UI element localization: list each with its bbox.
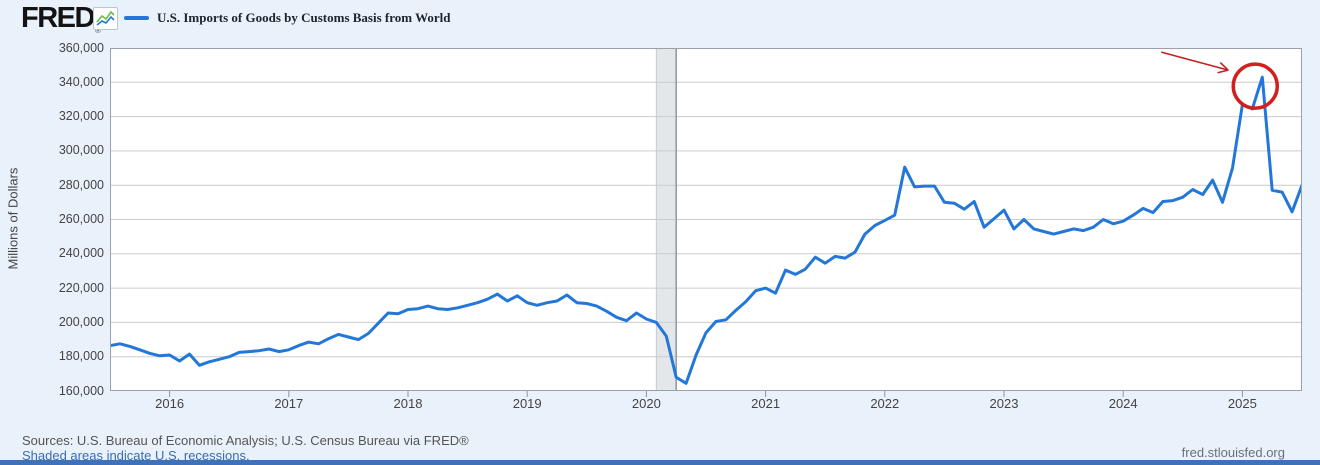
x-tick-label: 2018 bbox=[393, 396, 423, 411]
legend-series-label: U.S. Imports of Goods by Customs Basis f… bbox=[157, 10, 451, 25]
plot-border bbox=[110, 48, 1302, 391]
y-tick-label: 220,000 bbox=[58, 280, 104, 295]
x-tick-label: 2019 bbox=[512, 396, 542, 411]
y-tick-label: 200,000 bbox=[58, 314, 104, 329]
chart-legend[interactable]: U.S. Imports of Goods by Customs Basis f… bbox=[124, 9, 451, 27]
sources-text: Sources: U.S. Bureau of Economic Analysi… bbox=[22, 433, 469, 448]
y-tick-label: 260,000 bbox=[58, 212, 104, 226]
y-tick-label: 320,000 bbox=[58, 109, 104, 124]
x-tick-label: 2025 bbox=[1227, 396, 1257, 411]
x-tick-label: 2016 bbox=[155, 396, 185, 411]
legend-line-swatch bbox=[124, 16, 149, 20]
y-tick-label: 240,000 bbox=[58, 246, 104, 261]
x-tick-label: 2017 bbox=[274, 396, 304, 411]
fred-logo[interactable]: FRED® bbox=[21, 2, 101, 35]
x-tick-label: 2020 bbox=[631, 396, 661, 411]
data-line[interactable] bbox=[108, 75, 1304, 385]
registered-mark: ® bbox=[95, 26, 101, 35]
line-chart[interactable] bbox=[108, 48, 1304, 400]
y-tick-label: 360,000 bbox=[58, 40, 104, 55]
header: FRED® U.S. Imports of Goods by Customs B… bbox=[0, 0, 1320, 36]
y-tick-label: 340,000 bbox=[58, 74, 104, 89]
y-tick-label: 300,000 bbox=[58, 143, 104, 158]
annotation-arrowhead bbox=[1217, 69, 1229, 74]
annotation-arrow bbox=[1161, 51, 1229, 71]
bottom-accent-bar bbox=[0, 460, 1320, 465]
x-tick-label: 2024 bbox=[1108, 396, 1138, 411]
y-tick-label: 160,000 bbox=[58, 383, 104, 398]
y-tick-label: 280,000 bbox=[58, 177, 104, 192]
fred-chart-icon bbox=[93, 7, 118, 30]
x-tick-label: 2022 bbox=[870, 396, 900, 411]
annotation-arrowhead bbox=[1219, 61, 1229, 71]
recessions-note-link[interactable]: Shaded areas indicate U.S. recessions. bbox=[22, 448, 250, 463]
x-tick-label: 2023 bbox=[989, 396, 1019, 411]
y-tick-label: 180,000 bbox=[58, 349, 104, 364]
chart-plot-area[interactable] bbox=[108, 48, 1304, 400]
fred-url: fred.stlouisfed.org bbox=[1181, 445, 1285, 460]
highlight-circle bbox=[1231, 62, 1280, 110]
x-tick-label: 2021 bbox=[751, 396, 781, 411]
